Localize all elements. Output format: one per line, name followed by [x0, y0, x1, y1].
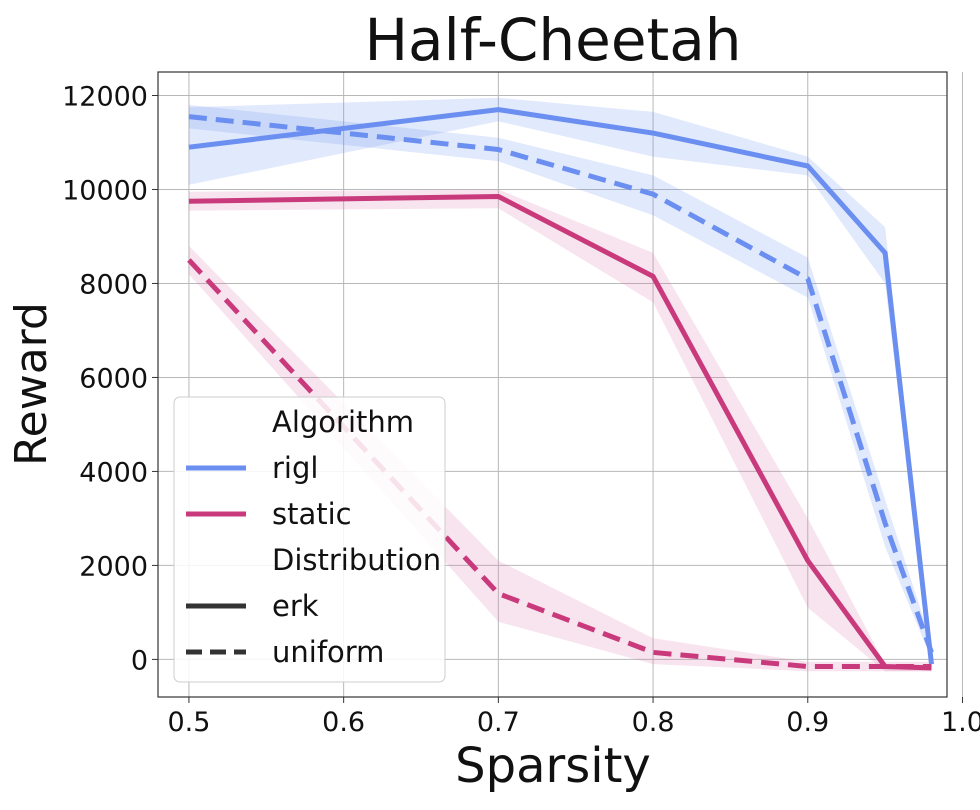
x-tick-label: 1.0 [941, 707, 980, 738]
line-static-uniform [187, 258, 932, 669]
y-tick-label: 8000 [79, 269, 148, 300]
y-tick-label: 6000 [79, 363, 148, 394]
y-tick-label: 0 [131, 645, 148, 676]
x-tick-label: 0.8 [632, 707, 675, 738]
line-rigl-erk [188, 107, 934, 665]
y-axis-label: Reward [6, 302, 57, 466]
legend: Algorithm rigl static Distribution erk u… [173, 396, 446, 683]
line-rigl-uniform [188, 114, 934, 654]
legend-title-distribution: Distribution [272, 543, 441, 577]
line-static-erk [188, 194, 932, 671]
y-tick-label: 4000 [79, 457, 148, 488]
legend-label-uniform: uniform [272, 635, 384, 669]
band-static-erk [188, 189, 932, 672]
y-tick-label: 10000 [62, 175, 148, 206]
series-lines [187, 107, 934, 671]
band-rigl-erk [188, 97, 932, 669]
y-tick-label: 12000 [62, 81, 148, 112]
legend-label-rigl: rigl [272, 451, 318, 485]
x-tick-label: 0.5 [167, 707, 210, 738]
grid [152, 72, 963, 703]
chart-title: Half-Cheetah [364, 6, 741, 74]
plot-frame [157, 71, 948, 698]
legend-label-erk: erk [272, 589, 319, 623]
tick-labels: 0.5 0.6 0.7 0.8 0.9 1.0 0 2000 4000 6000 8000 10000… [62, 81, 980, 738]
legend-title-algorithm: Algorithm [272, 405, 414, 439]
y-tick-label: 2000 [79, 551, 148, 582]
x-tick-label: 0.7 [477, 707, 520, 738]
legend-label-static: static [272, 497, 352, 531]
x-tick-label: 0.6 [322, 707, 365, 738]
x-tick-label: 0.9 [786, 707, 829, 738]
x-axis-label: Sparsity [455, 738, 651, 794]
